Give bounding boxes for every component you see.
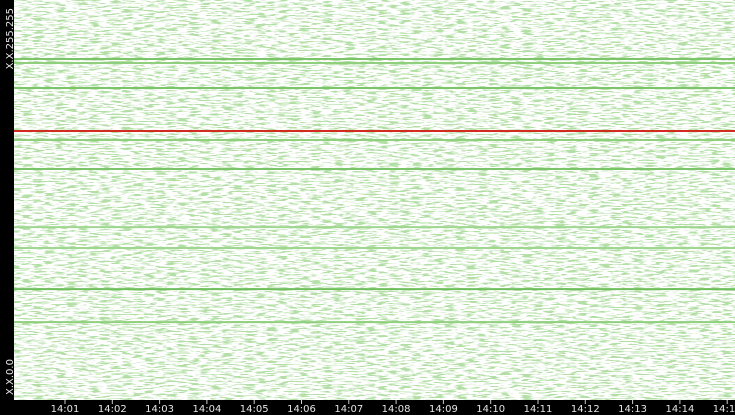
x-tick-label: 14:13 (618, 404, 647, 415)
x-tick-label: 14:04 (192, 404, 221, 415)
plot (14, 57, 735, 324)
x-tick-label: 14:12 (571, 404, 600, 415)
x-tick-label: 14:03 (145, 404, 174, 415)
traffic-texture (14, 0, 735, 400)
y-label-bottom: X.X.0.0 (5, 359, 16, 395)
x-tick-label: 14:05 (240, 404, 269, 415)
y-label-top: X.X.255.255 (5, 8, 16, 69)
x-tick-label: 14:08 (382, 404, 411, 415)
x-tick-label: 14:11 (524, 404, 553, 415)
x-tick-label: 14:09 (429, 404, 458, 415)
x-tick-label: 14:14 (665, 404, 694, 415)
x-tick-label: 14:01 (51, 404, 80, 415)
x-tick-label: 14:15 (713, 404, 735, 415)
x-tick-label: 14:06 (287, 404, 316, 415)
x-tick-label: 14:07 (334, 404, 363, 415)
x-tick-label: 14:10 (476, 404, 505, 415)
x-tick-label: 14:02 (98, 404, 127, 415)
